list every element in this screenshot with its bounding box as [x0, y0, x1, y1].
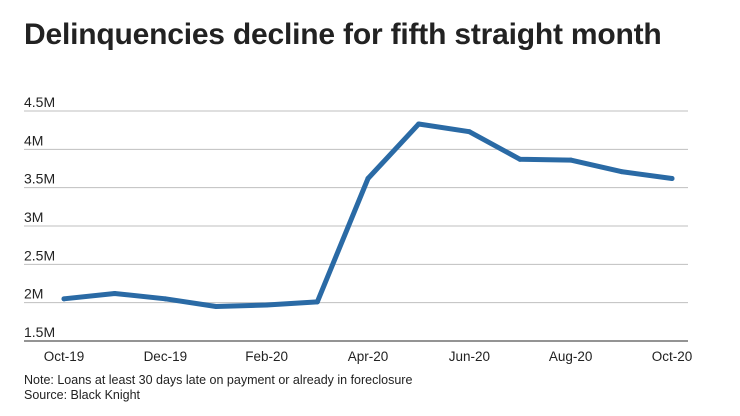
x-tick-label: Dec-19	[144, 349, 188, 364]
data-point	[517, 156, 523, 162]
chart-title: Delinquencies decline for fifth straight…	[24, 18, 662, 51]
data-point	[314, 299, 320, 305]
data-point	[568, 157, 574, 163]
y-tick-label: 1.5M	[24, 324, 55, 340]
y-tick-label: 4M	[24, 132, 43, 148]
data-point	[466, 129, 472, 135]
chart-note: Note: Loans at least 30 days late on pay…	[24, 373, 413, 387]
x-tick-label: Jun-20	[449, 349, 490, 364]
y-tick-label: 2M	[24, 286, 43, 302]
data-point	[618, 169, 624, 175]
x-tick-label: Feb-20	[245, 349, 288, 364]
x-tick-label: Aug-20	[549, 349, 593, 364]
chart-footer: Note: Loans at least 30 days late on pay…	[24, 373, 412, 403]
x-tick-label: Oct-20	[652, 349, 693, 364]
data-point	[264, 302, 270, 308]
y-tick-label: 4.5M	[24, 94, 55, 110]
x-tick-label: Oct-19	[44, 349, 85, 364]
data-point	[416, 121, 422, 127]
data-point	[213, 304, 219, 309]
data-point	[365, 175, 371, 181]
y-tick-label: 3.5M	[24, 171, 55, 187]
y-tick-label: 2.5M	[24, 247, 55, 263]
y-tick-label: 3M	[24, 209, 43, 225]
data-point	[61, 296, 67, 302]
data-point	[162, 296, 168, 302]
data-point	[112, 290, 118, 296]
series-line	[61, 121, 675, 309]
data-point	[669, 175, 675, 181]
x-tick-label: Apr-20	[348, 349, 389, 364]
chart-source: Source: Black Knight	[24, 388, 141, 402]
